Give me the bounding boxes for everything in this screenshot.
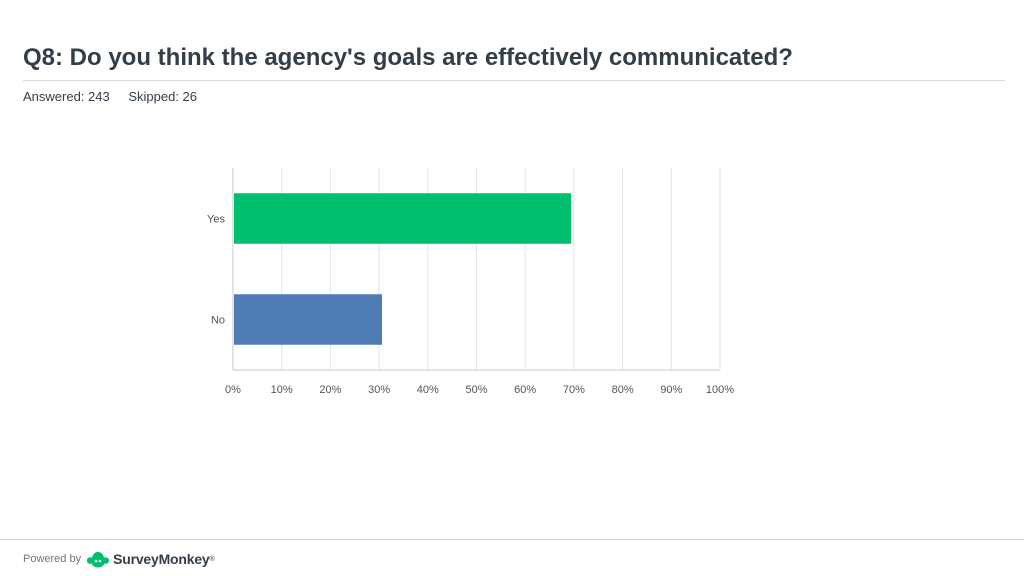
- footer-divider: [0, 539, 1024, 540]
- x-tick-label: 10%: [271, 384, 293, 396]
- skipped-count: Skipped: 26: [128, 89, 198, 104]
- x-tick-label: 30%: [368, 384, 390, 396]
- question-title: Q8: Do you think the agency's goals are …: [23, 44, 793, 71]
- x-tick-label: 100%: [706, 384, 734, 396]
- registered-mark: ®: [209, 555, 215, 563]
- bar: [234, 294, 383, 345]
- x-tick-label: 50%: [465, 384, 487, 396]
- powered-by-label: Powered by: [23, 553, 82, 565]
- response-stats: Answered: 243 Skipped: 26: [23, 89, 197, 104]
- x-tick-label: 80%: [612, 384, 634, 396]
- x-tick-label: 20%: [319, 384, 341, 396]
- surveymonkey-logo-icon: [86, 550, 110, 568]
- answered-count: Answered: 243: [23, 89, 110, 104]
- x-tick-label: 60%: [514, 384, 536, 396]
- x-tick-label: 90%: [660, 384, 682, 396]
- x-tick-label: 40%: [417, 384, 439, 396]
- x-tick-label: 70%: [563, 384, 585, 396]
- footer: Powered by SurveyMonkey ®: [23, 548, 215, 570]
- category-label: No: [211, 315, 225, 327]
- category-label: Yes: [207, 214, 225, 226]
- bar: [234, 193, 571, 244]
- brand-name: SurveyMonkey: [113, 551, 210, 567]
- x-tick-label: 0%: [225, 384, 241, 396]
- title-divider: [23, 80, 1005, 81]
